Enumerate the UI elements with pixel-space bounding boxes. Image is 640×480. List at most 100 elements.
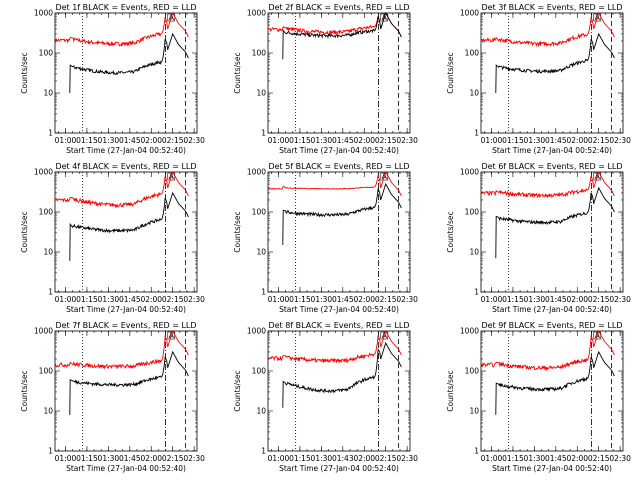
x-axis-label: Start Time (27-Jan-04 00:52:40) bbox=[492, 146, 612, 155]
panel-title: Det 8f BLACK = Events, RED = LLD bbox=[268, 321, 409, 330]
y-tick-label: 1 bbox=[48, 447, 53, 456]
x-tick-label: 01:15 bbox=[289, 454, 311, 463]
x-tick-label: 02:00 bbox=[140, 136, 162, 145]
series-lld bbox=[268, 329, 402, 364]
x-tick-label: 01:43 bbox=[332, 454, 354, 463]
y-tick-label: 1 bbox=[474, 447, 479, 456]
x-tick-label: 02:15 bbox=[162, 454, 184, 463]
x-tick-label: 01:15 bbox=[502, 136, 524, 145]
y-axis-label: Counts/sec bbox=[20, 211, 29, 252]
x-tick-label: 01:15 bbox=[502, 295, 524, 304]
y-tick-label: 1000 bbox=[247, 9, 266, 18]
panel-4: Det 4f BLACK = Events, RED = LLD 1 10 100 10… bbox=[20, 162, 205, 314]
x-tick-label: 02:30 bbox=[396, 295, 418, 304]
x-tick-label: 01:00 bbox=[268, 454, 290, 463]
x-tick-label: 01:00 bbox=[55, 136, 77, 145]
panel-6: Det 6f BLACK = Events, RED = LLD 1 10 100 10… bbox=[446, 162, 631, 314]
y-tick-label: 1000 bbox=[34, 9, 53, 18]
y-axis-label: Counts/sec bbox=[446, 370, 455, 411]
y-axis-label: Counts/sec bbox=[233, 52, 242, 93]
y-tick-label: 1 bbox=[261, 288, 266, 297]
x-tick-label: 02:15 bbox=[588, 454, 610, 463]
series-lld bbox=[55, 11, 189, 47]
series-events bbox=[69, 350, 189, 415]
x-tick-label: 02:30 bbox=[396, 136, 418, 145]
x-tick-label: 01:45 bbox=[545, 295, 567, 304]
x-tick-label: 01:15 bbox=[289, 136, 311, 145]
x-tick-label: 01:00 bbox=[481, 136, 503, 145]
plot-frame bbox=[267, 330, 411, 452]
y-tick-label: 10 bbox=[256, 248, 266, 257]
x-tick-label: 02:30 bbox=[183, 454, 205, 463]
x-tick-label: 02:15 bbox=[588, 295, 610, 304]
x-tick-label: 01:15 bbox=[76, 295, 98, 304]
x-tick-label: 02:15 bbox=[162, 136, 184, 145]
x-tick-label: 01:00 bbox=[268, 295, 290, 304]
x-tick-label: 02:30 bbox=[396, 454, 418, 463]
plot-frame bbox=[54, 330, 198, 452]
x-tick-label: 01:00 bbox=[481, 454, 503, 463]
y-tick-label: 1 bbox=[48, 288, 53, 297]
series-events bbox=[495, 32, 615, 94]
x-axis-label: Start Time (27-Jan-04 00:52:40) bbox=[66, 464, 186, 473]
y-axis-label: Counts/sec bbox=[446, 52, 455, 93]
panel-title: Det 7f BLACK = Events, RED = LLD bbox=[55, 321, 196, 330]
x-tick-label: 01:30 bbox=[98, 295, 120, 304]
y-axis-label: Counts/sec bbox=[20, 52, 29, 93]
x-tick-label: 01:45 bbox=[332, 295, 354, 304]
x-tick-label: 01:15 bbox=[76, 454, 98, 463]
x-tick-label: 02:15 bbox=[588, 136, 610, 145]
y-tick-label: 1000 bbox=[460, 168, 479, 177]
x-tick-label: 02:30 bbox=[609, 454, 631, 463]
plot-frame bbox=[267, 12, 411, 134]
y-tick-label: 1 bbox=[474, 288, 479, 297]
y-tick-label: 1000 bbox=[247, 168, 266, 177]
plot-frame bbox=[480, 330, 624, 452]
x-tick-label: 01:30 bbox=[524, 454, 546, 463]
y-tick-label: 1 bbox=[261, 129, 266, 138]
x-axis-label: Start Time (27-Jan-04 00:52:40) bbox=[66, 305, 186, 314]
y-tick-label: 100 bbox=[252, 49, 267, 58]
series-events bbox=[282, 11, 402, 60]
x-tick-label: 01:00 bbox=[55, 295, 77, 304]
panel-title: Det 6f BLACK = Events, RED = LLD bbox=[481, 162, 622, 171]
x-tick-label: 01:00 bbox=[55, 454, 77, 463]
x-tick-label: 01:45 bbox=[332, 136, 354, 145]
x-tick-label: 02:00 bbox=[140, 454, 162, 463]
series-lld bbox=[268, 170, 402, 197]
y-tick-label: 10 bbox=[43, 248, 53, 257]
x-tick-label: 01:30 bbox=[524, 136, 546, 145]
panel-title: Det 1f BLACK = Events, RED = LLD bbox=[55, 3, 196, 12]
y-tick-label: 100 bbox=[39, 208, 54, 217]
plot-frame bbox=[54, 171, 198, 293]
y-tick-label: 100 bbox=[252, 367, 267, 376]
y-tick-label: 1 bbox=[48, 129, 53, 138]
panel-title: Det 2f BLACK = Events, RED = LLD bbox=[268, 3, 409, 12]
y-tick-label: 1000 bbox=[460, 9, 479, 18]
x-tick-label: 02:00 bbox=[353, 454, 375, 463]
y-tick-label: 1000 bbox=[247, 327, 266, 336]
series-events bbox=[495, 350, 615, 415]
x-tick-label: 01:15 bbox=[289, 295, 311, 304]
x-tick-label: 01:45 bbox=[119, 136, 141, 145]
x-tick-label: 01:30 bbox=[311, 136, 333, 145]
x-tick-label: 01:30 bbox=[524, 295, 546, 304]
panel-1: Det 1f BLACK = Events, RED = LLD 1 10 100 10… bbox=[20, 3, 205, 155]
y-tick-label: 10 bbox=[469, 89, 479, 98]
plot-frame bbox=[54, 12, 198, 134]
x-axis-label: Start Time (27-Jan-04 00:52:40) bbox=[492, 464, 612, 473]
x-tick-label: 01:30 bbox=[98, 136, 120, 145]
series-lld bbox=[481, 170, 615, 199]
series-lld bbox=[55, 170, 189, 209]
panel-9: Det 9f BLACK = Events, RED = LLD 1 10 100 10… bbox=[446, 321, 631, 473]
y-tick-label: 1000 bbox=[34, 327, 53, 336]
y-tick-label: 10 bbox=[469, 407, 479, 416]
x-tick-label: 02:30 bbox=[183, 295, 205, 304]
x-tick-label: 01:45 bbox=[119, 454, 141, 463]
x-tick-label: 01:30 bbox=[311, 295, 333, 304]
x-tick-label: 01:45 bbox=[545, 136, 567, 145]
x-axis-label: Start Time (27-Jan-04 00:52:40) bbox=[66, 146, 186, 155]
x-tick-label: 02:30 bbox=[609, 295, 631, 304]
x-tick-label: 02:15 bbox=[162, 295, 184, 304]
